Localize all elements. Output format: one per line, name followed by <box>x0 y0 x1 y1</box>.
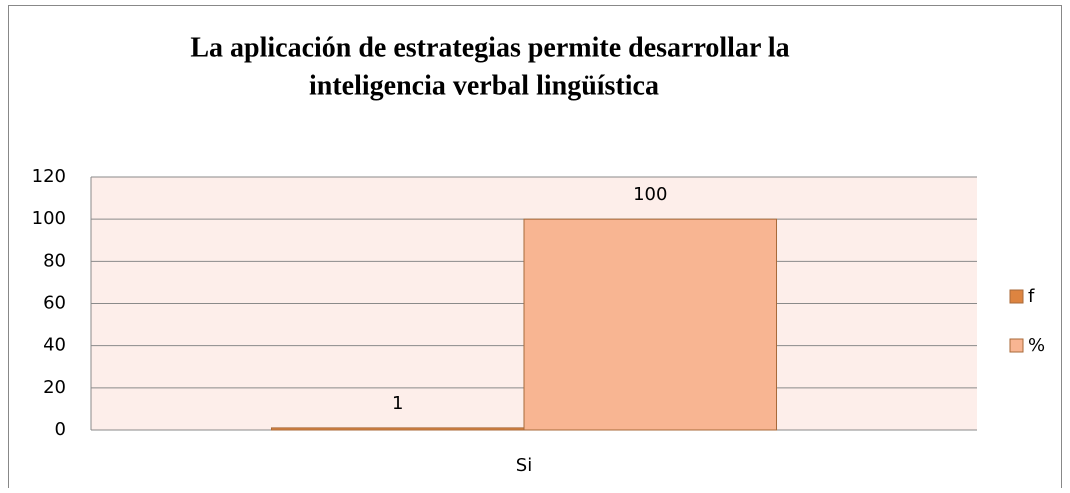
legend-label: f <box>1028 286 1035 307</box>
legend-label: % <box>1028 335 1045 356</box>
y-tick-label: 100 <box>32 208 66 229</box>
x-tick-label: Si <box>516 455 532 476</box>
chart-title: La aplicación de estrategias permite des… <box>190 32 789 63</box>
bar <box>270 427 525 431</box>
y-tick-label: 20 <box>43 377 66 398</box>
y-tick-label: 120 <box>32 166 66 187</box>
y-tick-label: 0 <box>55 419 66 440</box>
y-tick-label: 80 <box>43 250 66 271</box>
chart-title: inteligencia verbal lingüística <box>309 70 659 101</box>
data-label: 100 <box>633 184 667 205</box>
y-tick-label: 60 <box>43 293 66 314</box>
legend-swatch <box>1009 338 1024 353</box>
legend-swatch <box>1009 289 1024 304</box>
y-tick-label: 40 <box>43 335 66 356</box>
bar <box>523 218 778 431</box>
data-label: 1 <box>392 393 403 414</box>
